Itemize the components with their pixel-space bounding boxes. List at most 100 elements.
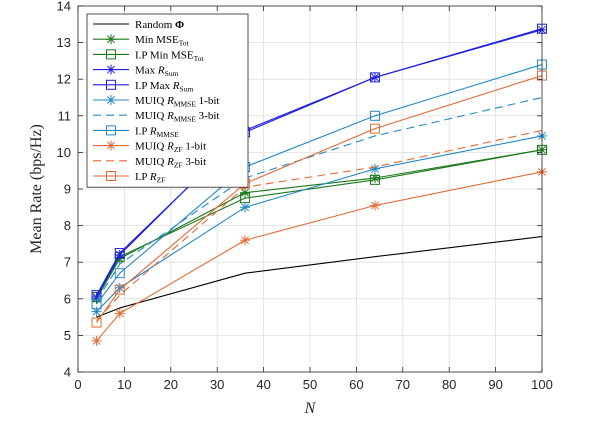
legend-label-suffix: 1-bit bbox=[183, 141, 207, 153]
legend-label-subscript: ZF bbox=[174, 160, 183, 169]
x-tick-label: 80 bbox=[442, 377, 456, 392]
y-tick-label: 4 bbox=[64, 365, 71, 380]
data-point-stroke bbox=[92, 336, 101, 345]
legend-label-main: Max bbox=[135, 65, 158, 77]
legend-label-subscript: Sum bbox=[165, 69, 179, 78]
legend-label-main: MUIQ bbox=[135, 141, 167, 153]
data-point-stroke bbox=[241, 203, 249, 212]
legend-label-subscript: MMSE bbox=[174, 100, 197, 109]
data-point bbox=[91, 306, 102, 317]
legend-marker-stroke bbox=[107, 96, 115, 104]
legend-label-subscript: MMSE bbox=[157, 130, 180, 139]
legend-entry: Min MSETot bbox=[93, 34, 190, 48]
data-point bbox=[369, 200, 380, 211]
x-tick-label: 60 bbox=[349, 377, 363, 392]
data-point bbox=[91, 335, 102, 346]
legend-entry: Max RSum bbox=[93, 64, 179, 78]
legend-label-main: MUIQ bbox=[135, 95, 167, 107]
x-tick-label: 30 bbox=[210, 377, 224, 392]
data-point bbox=[114, 282, 125, 293]
legend-label-symbol: R bbox=[149, 171, 157, 183]
legend-label-main: I.P bbox=[135, 125, 150, 137]
x-tick-label: 10 bbox=[117, 377, 131, 392]
legend-label: I.P RZF bbox=[135, 171, 165, 185]
legend-marker bbox=[106, 34, 116, 45]
legend-marker bbox=[106, 140, 116, 151]
axis-ticks: 0 10 20 30 40 50 60 70 80 90 100 4 5 6 7 8 9 10 11 12 13 14 bbox=[57, 0, 553, 392]
data-point bbox=[369, 174, 380, 185]
legend-label: I.P Max RSum bbox=[135, 80, 193, 94]
legend-label-subscript: MMSE bbox=[174, 115, 197, 124]
legend-marker bbox=[106, 171, 116, 181]
legend-label-suffix: 1-bit bbox=[196, 95, 220, 107]
legend-marker bbox=[106, 64, 116, 75]
legend-label-main: MUIQ bbox=[135, 156, 167, 168]
legend-label: MUIQ RZF 3-bit bbox=[135, 156, 206, 170]
legend-label-symbol: R bbox=[166, 95, 174, 107]
legend-label-subscript: Sum bbox=[180, 84, 194, 93]
data-point-stroke bbox=[241, 236, 249, 245]
y-tick-label: 14 bbox=[57, 0, 71, 14]
y-tick-label: 5 bbox=[64, 328, 71, 343]
data-point bbox=[369, 163, 380, 174]
legend-entry: MUIQ RZF 3-bit bbox=[93, 156, 206, 170]
legend-entry: MUIQ RMMSE 1-bit bbox=[93, 95, 219, 109]
data-point bbox=[369, 123, 380, 134]
legend-label-main: I.P Max bbox=[135, 80, 173, 92]
y-tick-label: 13 bbox=[57, 35, 71, 50]
legend-label-symbol: R bbox=[157, 65, 165, 77]
legend-entry: I.P RMMSE bbox=[93, 125, 179, 139]
y-tick-label: 8 bbox=[64, 218, 71, 233]
legend-label-main: I.P Min MSE bbox=[135, 49, 194, 61]
x-tick-label: 100 bbox=[531, 377, 553, 392]
data-point bbox=[240, 202, 251, 213]
legend-marker-stroke bbox=[107, 65, 115, 74]
legend-marker bbox=[106, 95, 116, 105]
legend-label-symbol: R bbox=[166, 110, 174, 122]
y-tick-label: 6 bbox=[64, 291, 71, 306]
legend-label-symbol: R bbox=[166, 156, 174, 168]
data-point bbox=[114, 284, 125, 295]
legend-label-subscript: ZF bbox=[157, 176, 166, 185]
data-point bbox=[240, 187, 251, 198]
legend-entry: Random Φ bbox=[93, 19, 184, 31]
legend-marker bbox=[106, 79, 116, 90]
legend-label: MUIQ RZF 1-bit bbox=[135, 141, 206, 155]
y-tick-label: 7 bbox=[64, 255, 71, 270]
x-tick-label: 50 bbox=[303, 377, 317, 392]
y-axis-label: Mean Rate (bps/Hz) bbox=[28, 124, 45, 254]
legend-entry: I.P RZF bbox=[93, 171, 165, 185]
data-point-stroke bbox=[371, 201, 379, 210]
x-tick-label: 70 bbox=[396, 377, 410, 392]
data-point bbox=[114, 308, 125, 319]
legend-marker-stroke bbox=[107, 35, 115, 44]
data-point bbox=[91, 317, 102, 328]
series-line bbox=[96, 236, 543, 318]
legend-label: Random Φ bbox=[135, 19, 184, 31]
legend-entry: MUIQ RZF 1-bit bbox=[93, 140, 206, 155]
series-1 bbox=[96, 236, 543, 318]
data-point bbox=[114, 268, 125, 279]
x-tick-label: 20 bbox=[164, 377, 178, 392]
x-tick-label: 0 bbox=[74, 377, 81, 392]
legend-label-symbol: Φ bbox=[175, 19, 184, 31]
legend-label-subscript: Tot bbox=[179, 39, 190, 48]
legend-label: Min MSETot bbox=[135, 34, 190, 48]
x-tick-label: 40 bbox=[256, 377, 270, 392]
legend-label-subscript: Tot bbox=[194, 54, 205, 63]
y-tick-label: 12 bbox=[57, 72, 71, 87]
legend-label-suffix: 3-bit bbox=[183, 156, 207, 168]
legend-label: I.P Min MSETot bbox=[135, 49, 204, 63]
legend-box bbox=[86, 13, 249, 188]
data-point-stroke bbox=[115, 309, 124, 318]
legend-label-main: I.P bbox=[135, 171, 150, 183]
legend-entry: MUIQ RMMSE 3-bit bbox=[93, 110, 219, 124]
y-tick-label: 10 bbox=[57, 145, 71, 160]
legend-label: I.P RMMSE bbox=[135, 125, 179, 139]
legend-label-symbol: R bbox=[172, 80, 180, 92]
legend-label-main: Random bbox=[135, 19, 175, 31]
data-point bbox=[114, 248, 125, 259]
legend-label: MUIQ RMMSE 3-bit bbox=[135, 110, 219, 124]
